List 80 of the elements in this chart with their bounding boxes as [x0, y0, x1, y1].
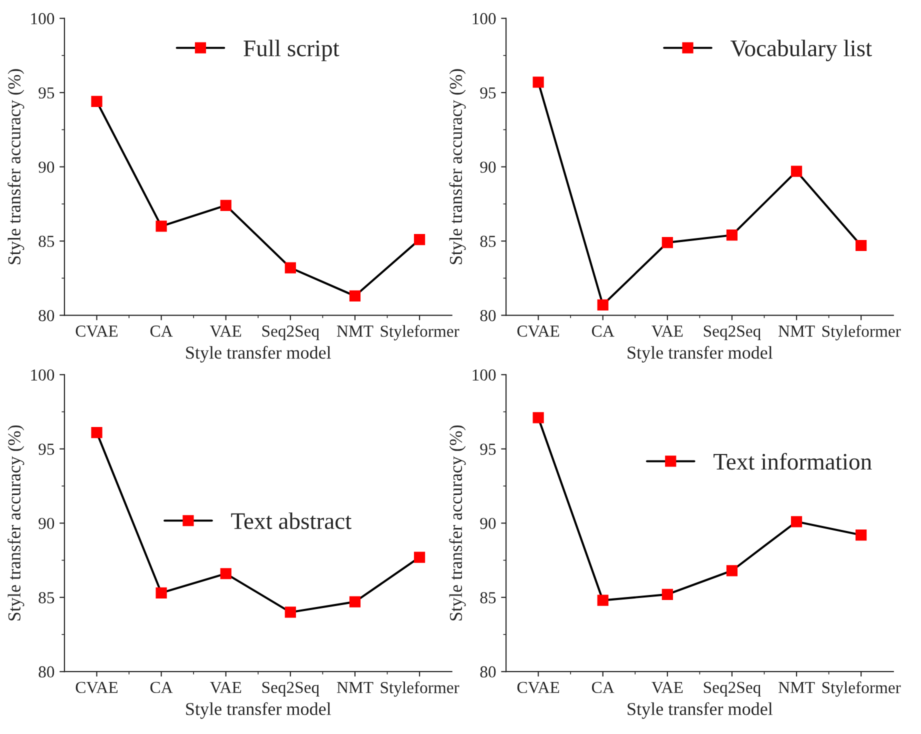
point: [156, 587, 167, 598]
point: [662, 588, 673, 600]
point: [726, 230, 738, 241]
y-tick-label: 95: [480, 87, 496, 99]
x-tick-label: CVAE: [517, 682, 560, 694]
point: [414, 234, 426, 246]
y-tick-label: 95: [480, 444, 496, 455]
point: [856, 529, 867, 541]
x-axis-title: Style transfer model: [186, 346, 331, 363]
y-axis-title: Style transfer accuracy (%): [8, 425, 24, 620]
point: [532, 412, 544, 424]
point: [349, 290, 361, 302]
point: [156, 220, 167, 232]
point: [414, 552, 426, 563]
point: [790, 166, 802, 177]
point: [220, 200, 232, 211]
y-tick-label: 100: [31, 13, 54, 24]
legend-label: Vocabulary list: [730, 40, 872, 62]
x-tick-label: CVAE: [517, 326, 560, 337]
y-tick-label: 85: [38, 236, 54, 247]
point: [726, 565, 738, 576]
x-tick-label: CVAE: [76, 682, 118, 694]
x-tick-label: Styleformer: [822, 681, 901, 697]
y-tick-label: 90: [480, 518, 496, 530]
y-tick-label: 95: [38, 87, 54, 99]
y-axis-title: Style transfer accuracy (%): [449, 425, 466, 620]
y-tick-label: 85: [480, 592, 496, 604]
x-tick-label: Styleformer: [380, 681, 460, 697]
legend-label: Text abstract: [231, 512, 352, 530]
point: [91, 96, 102, 108]
y-tick-label: 100: [472, 369, 496, 381]
x-tick-label: CA: [150, 326, 173, 337]
point: [662, 236, 673, 248]
x-tick-label: Seq2Seq: [262, 326, 320, 340]
x-tick-label: Styleformer: [380, 325, 460, 340]
point: [349, 596, 361, 608]
point: [597, 299, 608, 310]
y-axis-title: Style transfer accuracy (%): [8, 69, 24, 264]
x-tick-label: NMT: [778, 682, 815, 693]
y-axis-title: Style transfer accuracy (%): [449, 69, 466, 264]
x-tick-label: NMT: [336, 682, 374, 693]
point: [220, 568, 232, 580]
y-tick-label: 100: [472, 13, 496, 24]
legend-label: Full script: [244, 40, 340, 62]
x-tick-label: NMT: [778, 326, 815, 337]
x-tick-label: Styleformer: [822, 325, 901, 340]
x-tick-label: Seq2Seq: [704, 682, 761, 696]
x-tick-label: Seq2Seq: [262, 682, 320, 696]
x-tick-label: NMT: [336, 326, 374, 337]
x-tick-label: VAE: [210, 326, 242, 337]
point: [790, 516, 802, 528]
point: [284, 262, 296, 274]
x-axis-title: Style transfer model: [628, 346, 773, 363]
x-tick-label: VAE: [652, 682, 683, 694]
y-tick-label: 90: [38, 162, 54, 173]
y-tick-label: 80: [38, 310, 54, 322]
y-tick-label: 90: [38, 518, 54, 530]
y-tick-label: 85: [480, 236, 496, 247]
y-tick-label: 95: [38, 444, 54, 455]
legend-label: Text information: [714, 452, 872, 470]
x-tick-label: VAE: [210, 682, 242, 694]
x-axis-title: Style transfer model: [628, 702, 773, 719]
point: [532, 76, 544, 88]
y-tick-label: 90: [480, 162, 496, 173]
y-tick-label: 100: [31, 369, 54, 381]
x-tick-label: VAE: [652, 326, 683, 337]
point: [597, 594, 608, 606]
x-axis-title: Style transfer model: [186, 702, 331, 719]
y-tick-label: 80: [480, 310, 496, 322]
y-tick-label: 80: [480, 666, 496, 678]
x-tick-label: CA: [150, 682, 173, 694]
x-tick-label: CA: [592, 682, 614, 694]
x-tick-label: CA: [592, 326, 614, 337]
y-tick-label: 80: [38, 666, 54, 678]
x-tick-label: Seq2Seq: [704, 326, 761, 340]
point: [284, 606, 296, 618]
point: [91, 427, 102, 438]
y-tick-label: 85: [38, 592, 54, 604]
x-tick-label: CVAE: [76, 326, 118, 337]
point: [856, 240, 867, 252]
